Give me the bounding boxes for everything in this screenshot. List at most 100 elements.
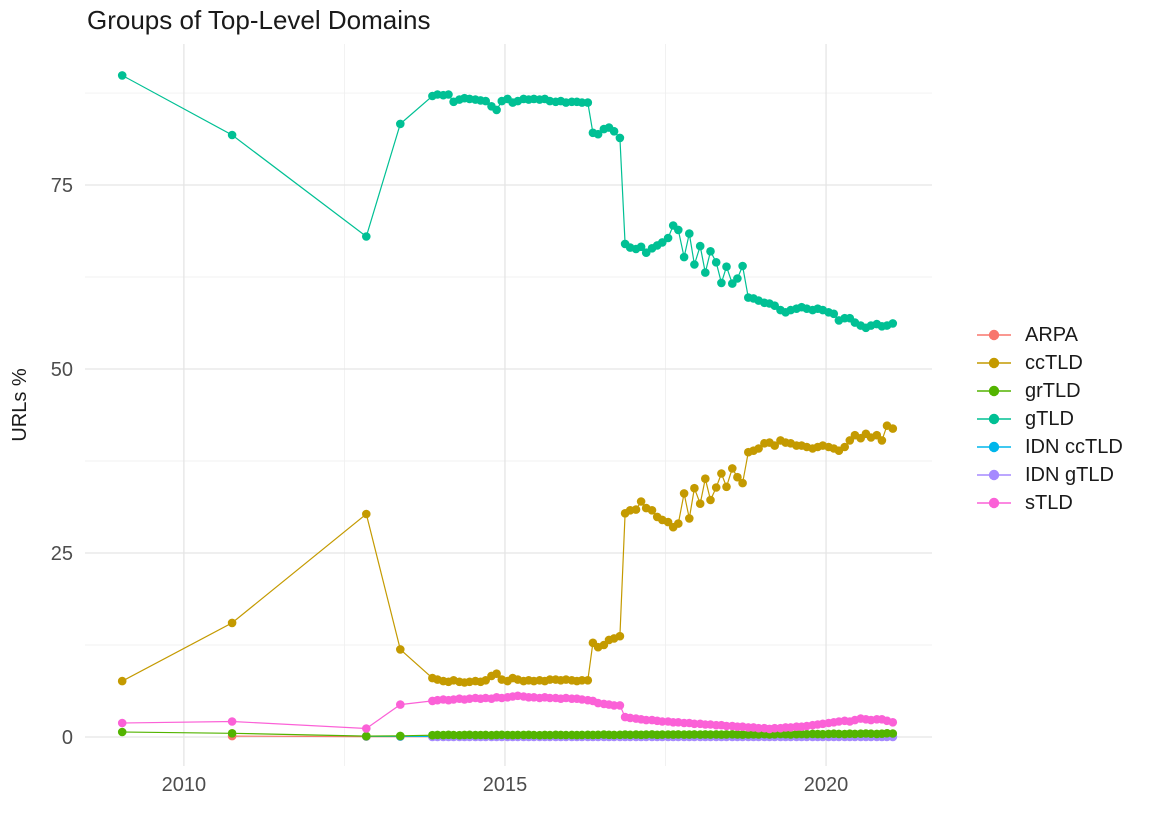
data-point-cctld: [674, 519, 683, 528]
data-point-gtld: [583, 98, 593, 107]
data-point-cctld: [711, 483, 721, 492]
legend-label: ccTLD: [1025, 351, 1083, 374]
data-point-gtld: [690, 260, 699, 269]
data-point-gtld: [679, 252, 689, 262]
data-point-gtld: [396, 119, 405, 129]
legend-key-dot: [988, 329, 1000, 341]
data-point-cctld: [733, 472, 742, 482]
legend-label: gTLD: [1025, 407, 1074, 430]
data-point-cctld: [722, 482, 731, 492]
data-point-cctld: [888, 424, 898, 433]
data-point-cctld: [647, 506, 657, 515]
legend-key-icon: [977, 357, 1011, 369]
legend-key-dot: [988, 413, 1000, 425]
series-line-cctld: [121, 424, 894, 684]
legend-label: grTLD: [1025, 379, 1081, 402]
legend-item-arpa: ARPA: [976, 321, 1123, 349]
data-point-gtld: [481, 96, 491, 106]
data-point-cctld: [717, 469, 726, 478]
data-point-gtld: [701, 268, 710, 277]
x-tick-label: 2010: [162, 774, 207, 796]
legend-key-dot: [988, 441, 1000, 453]
data-point-gtld: [711, 258, 721, 267]
series-line-gtld: [121, 74, 894, 329]
legend-key-dot: [988, 497, 1000, 509]
legend-key-dot: [988, 357, 1000, 369]
data-point-grtld: [117, 727, 127, 737]
data-point-stld: [615, 701, 625, 710]
data-point-cctld: [690, 483, 699, 493]
data-point-grtld: [396, 731, 405, 741]
series-points-cctld: [117, 421, 898, 687]
data-point-gtld: [706, 247, 715, 256]
data-point-gtld: [609, 127, 619, 136]
data-point-gtld: [362, 232, 371, 241]
data-point-cctld: [117, 676, 127, 686]
legend-item-idn-gtld: IDN gTLD: [976, 461, 1123, 489]
data-point-cctld: [583, 676, 593, 685]
data-point-gtld: [829, 309, 839, 319]
data-point-cctld: [227, 618, 237, 628]
data-point-cctld: [636, 497, 646, 506]
data-point-gtld: [695, 241, 705, 251]
data-point-gtld: [663, 233, 673, 243]
legend-item-grtld: grTLD: [976, 377, 1123, 405]
x-tick-label: 2015: [483, 774, 528, 796]
chart-panel: 0 25 50 75 2010 2015 2020 URLs %: [9, 44, 932, 796]
data-point-gtld: [717, 278, 726, 288]
legend-key-icon: [977, 329, 1011, 341]
data-point-stld: [888, 718, 898, 727]
data-point-gtld: [227, 130, 237, 140]
legend-label: sTLD: [1025, 491, 1073, 514]
legend-key-dot: [988, 385, 1000, 397]
data-point-cctld: [695, 499, 705, 509]
legend-item-idn-cctld: IDN ccTLD: [976, 433, 1123, 461]
data-point-gtld: [615, 133, 625, 143]
series-points-gtld: [117, 71, 898, 333]
data-point-cctld: [396, 645, 405, 654]
legend-key-icon: [977, 441, 1011, 453]
data-point-cctld: [706, 495, 715, 505]
y-axis-title: URLs %: [9, 368, 31, 442]
legend-item-stld: sTLD: [976, 489, 1123, 517]
y-tick-label: 25: [51, 543, 73, 565]
data-point-gtld: [722, 262, 731, 272]
y-tick-label: 75: [51, 175, 73, 197]
legend: ARPA ccTLD grTLD gTLD IDN ccTLD IDN gTLD sTLD: [976, 321, 1123, 517]
data-point-gtld: [636, 242, 646, 252]
data-point-cctld: [738, 478, 747, 488]
data-point-cctld: [631, 505, 641, 514]
legend-item-gtld: gTLD: [976, 405, 1123, 433]
data-point-grtld: [888, 729, 898, 738]
data-point-cctld: [770, 441, 779, 450]
legend-key-icon: [977, 385, 1011, 397]
data-point-stld: [227, 717, 237, 726]
y-tick-label: 0: [62, 727, 73, 749]
data-point-gtld: [492, 105, 501, 115]
data-point-stld: [362, 724, 371, 733]
data-point-cctld: [615, 631, 625, 641]
data-point-gtld: [117, 71, 127, 80]
data-point-cctld: [840, 442, 849, 452]
data-point-gtld: [674, 225, 683, 235]
chart-title: Groups of Top-Level Domains: [87, 5, 431, 35]
x-tick-label: 2020: [804, 774, 849, 796]
data-point-gtld: [444, 90, 453, 99]
legend-key-dot: [988, 469, 1000, 481]
data-point-cctld: [362, 509, 371, 519]
data-point-cctld: [728, 464, 737, 473]
data-point-cctld: [685, 514, 694, 523]
legend-label: ARPA: [1025, 323, 1078, 346]
legend-key-icon: [977, 413, 1011, 425]
legend-key-icon: [977, 497, 1011, 509]
legend-label: IDN gTLD: [1025, 463, 1114, 486]
data-point-gtld: [733, 274, 742, 283]
series-points-stld: [117, 691, 898, 734]
data-point-gtld: [888, 319, 898, 328]
data-point-cctld: [754, 444, 763, 453]
data-point-gtld: [593, 129, 603, 139]
data-point-stld: [396, 700, 405, 709]
data-point-cctld: [701, 474, 710, 484]
series-points-grtld: [117, 727, 898, 741]
